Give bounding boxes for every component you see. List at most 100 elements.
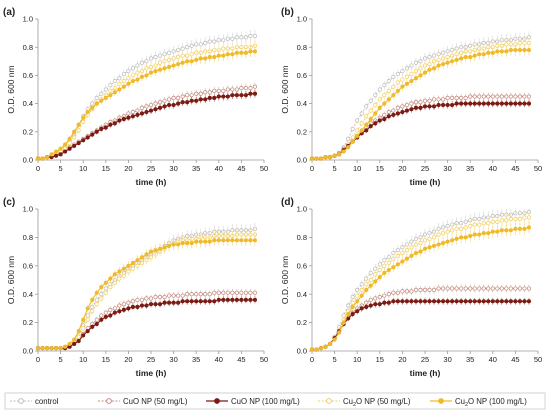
data-point <box>130 260 135 266</box>
data-point <box>517 47 522 53</box>
data-point <box>441 299 446 304</box>
data-point <box>495 219 500 224</box>
data-point <box>135 70 140 75</box>
data-point <box>422 238 428 243</box>
y-tick-label: 0.6 <box>297 261 307 270</box>
data-point <box>441 102 446 108</box>
data-point <box>463 286 468 291</box>
data-point <box>185 93 190 98</box>
data-point <box>431 287 437 292</box>
data-point <box>176 55 181 60</box>
data-point <box>400 77 405 82</box>
data-point <box>157 246 163 251</box>
data-point <box>126 263 131 268</box>
data-point <box>121 266 126 271</box>
data-point <box>486 101 491 106</box>
data-point <box>517 94 522 99</box>
x-tick-label: 40 <box>489 164 497 173</box>
data-point <box>44 346 50 351</box>
legend: control CuO NP (50 mg/L) CuO NP (100 mg/… <box>4 392 546 410</box>
data-point <box>148 70 154 75</box>
data-point <box>207 239 212 244</box>
data-point <box>391 74 396 79</box>
data-point <box>409 299 414 304</box>
data-point <box>148 249 154 254</box>
data-point <box>463 95 468 101</box>
data-point <box>382 270 387 275</box>
data-point <box>395 253 400 258</box>
y-tick-label: 1.0 <box>297 15 307 24</box>
data-point <box>216 94 221 99</box>
data-point <box>121 302 126 307</box>
data-point <box>198 299 203 304</box>
data-point <box>517 216 522 221</box>
data-point <box>450 299 455 304</box>
data-point <box>234 297 239 302</box>
data-point <box>445 229 450 234</box>
data-point <box>203 292 208 297</box>
data-point <box>359 128 364 133</box>
data-point <box>144 73 149 78</box>
data-point <box>355 133 360 139</box>
data-point <box>117 118 122 123</box>
data-point <box>499 49 504 54</box>
data-point <box>76 141 81 146</box>
chart-panel-3: (c) 0.0 0.2 0.4 0.6 0.8 1.0 0 5 10 15 20 25 30 35 40 45 5… <box>3 197 268 378</box>
data-point <box>144 104 149 109</box>
data-point <box>486 221 491 226</box>
data-point <box>368 117 373 122</box>
data-point <box>121 117 126 122</box>
data-point <box>468 233 473 239</box>
data-point <box>108 276 113 281</box>
data-point <box>450 238 455 243</box>
data-point <box>248 49 253 54</box>
data-point <box>418 105 423 110</box>
y-tick-label: 0.6 <box>23 261 33 270</box>
data-point <box>130 299 135 304</box>
data-point <box>248 86 253 91</box>
data-point <box>368 283 373 288</box>
legend-item-cuo100: CuO NP (100 mg/L) <box>206 397 300 406</box>
data-point <box>94 129 99 134</box>
x-tick-label: 30 <box>443 355 451 364</box>
data-point <box>243 93 248 98</box>
data-point <box>130 114 135 119</box>
data-point <box>117 309 122 314</box>
data-point <box>58 152 63 157</box>
data-point <box>148 102 154 108</box>
data-point <box>395 105 400 110</box>
data-point <box>427 55 432 60</box>
x-axis-title: time (h) <box>136 368 167 378</box>
data-point <box>72 129 77 134</box>
data-point <box>121 78 126 84</box>
data-point <box>391 265 396 270</box>
data-point <box>373 121 378 126</box>
data-point <box>346 303 351 308</box>
data-point <box>94 95 99 101</box>
data-point <box>431 243 437 248</box>
data-point <box>355 293 360 298</box>
chart-panel-1: (a) 0.0 0.2 0.4 0.6 0.8 1.0 0 5 10 15 20 25 30 35 40 45 5… <box>3 7 268 187</box>
data-point <box>40 156 45 161</box>
data-point <box>90 297 95 302</box>
data-point <box>418 59 423 64</box>
data-point <box>176 293 181 298</box>
data-point <box>54 346 59 351</box>
x-tick-label: 35 <box>466 164 474 173</box>
data-point <box>391 290 396 295</box>
data-point <box>386 114 391 119</box>
data-point <box>230 238 235 243</box>
data-point <box>409 253 414 258</box>
data-point <box>212 47 217 53</box>
legend-label-cu2o100: Cu2O NP (100 mg/L) <box>455 397 527 408</box>
data-point <box>413 60 419 65</box>
data-point <box>221 94 226 99</box>
data-point <box>243 86 248 91</box>
x-tick-label: 20 <box>398 164 406 173</box>
data-point <box>198 91 203 96</box>
data-point <box>144 66 149 71</box>
data-point <box>230 52 235 57</box>
data-point <box>450 95 455 101</box>
data-point <box>216 88 221 93</box>
